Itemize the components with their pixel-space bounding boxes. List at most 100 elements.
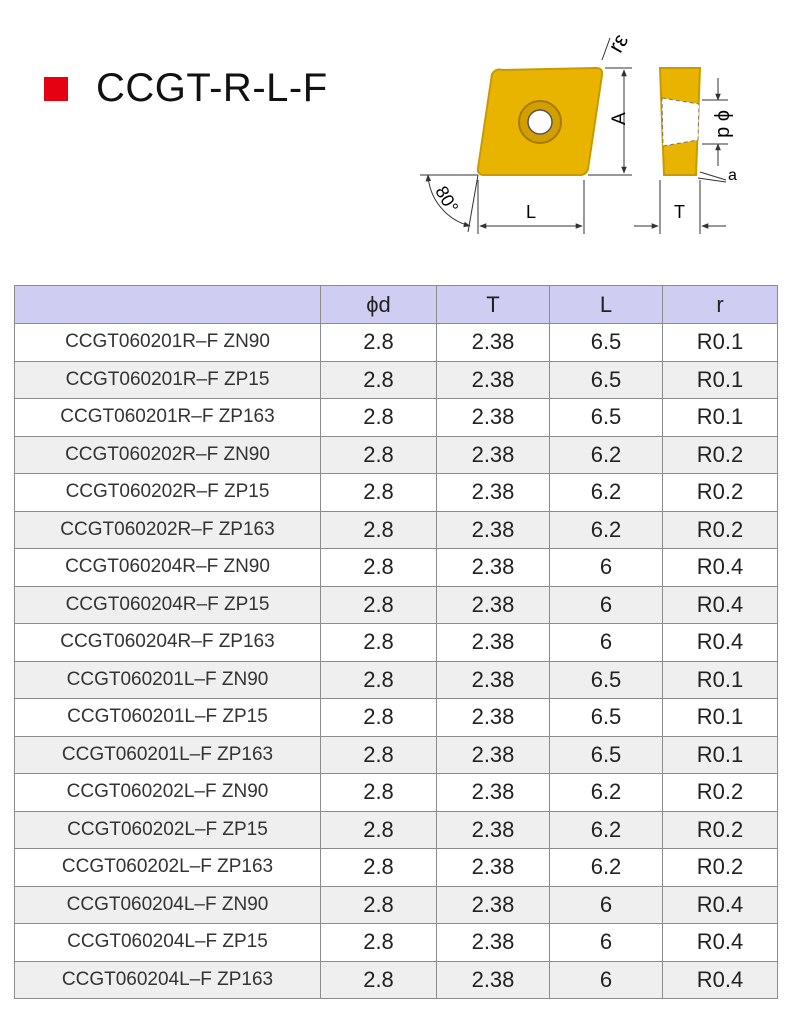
cell-r: R0.2 xyxy=(662,848,778,887)
table-row: CCGT060202R–F ZP163 2.8 2.38 6.2 R0.2 xyxy=(14,510,778,549)
cell-model: CCGT060201R–F ZN90 xyxy=(14,323,321,362)
table-row: CCGT060204R–F ZP15 2.8 2.38 6 R0.4 xyxy=(14,585,778,624)
cell-t: 2.38 xyxy=(436,548,550,587)
cell-phi-d: 2.8 xyxy=(320,510,437,549)
cell-l: 6.5 xyxy=(549,660,663,699)
table-row: CCGT060204R–F ZN90 2.8 2.38 6 R0.4 xyxy=(14,548,778,587)
insert-diagram: rε A 80° L ϕ d a T xyxy=(420,29,737,234)
cell-t: 2.38 xyxy=(436,623,550,662)
cell-l: 6 xyxy=(549,885,663,924)
cell-phi-d: 2.8 xyxy=(320,660,437,699)
table-row: CCGT060202L–F ZP163 2.8 2.38 6.2 R0.2 xyxy=(14,848,778,887)
header-phi-d: ϕd xyxy=(320,285,437,324)
header-t: T xyxy=(436,285,550,324)
cell-t: 2.38 xyxy=(436,735,550,774)
cell-r: R0.4 xyxy=(662,885,778,924)
cell-r: R0.2 xyxy=(662,435,778,474)
cell-r: R0.1 xyxy=(662,660,778,699)
cell-l: 6 xyxy=(549,585,663,624)
table-row: CCGT060202L–F ZN90 2.8 2.38 6.2 R0.2 xyxy=(14,773,778,812)
table-row: CCGT060204L–F ZN90 2.8 2.38 6 R0.4 xyxy=(14,885,778,924)
cell-phi-d: 2.8 xyxy=(320,548,437,587)
header-l: L xyxy=(549,285,663,324)
cell-l: 6.2 xyxy=(549,435,663,474)
cell-t: 2.38 xyxy=(436,473,550,512)
cell-phi-d: 2.8 xyxy=(320,585,437,624)
cell-model: CCGT060204L–F ZN90 xyxy=(14,885,321,924)
cell-r: R0.1 xyxy=(662,735,778,774)
dimension-l-label: L xyxy=(526,202,536,222)
cell-model: CCGT060201L–F ZP163 xyxy=(14,735,321,774)
table-row: CCGT060201R–F ZN90 2.8 2.38 6.5 R0.1 xyxy=(14,323,778,362)
table-body: CCGT060201R–F ZN90 2.8 2.38 6.5 R0.1 CCGT0602… xyxy=(14,323,778,999)
table-row: CCGT060201R–F ZP163 2.8 2.38 6.5 R0.1 xyxy=(14,398,778,437)
table-row: CCGT060201R–F ZP15 2.8 2.38 6.5 R0.1 xyxy=(14,360,778,399)
cell-phi-d: 2.8 xyxy=(320,323,437,362)
cell-phi-d: 2.8 xyxy=(320,435,437,474)
cell-r: R0.2 xyxy=(662,510,778,549)
cell-t: 2.38 xyxy=(436,848,550,887)
cell-l: 6 xyxy=(549,960,663,999)
cell-model: CCGT060201R–F ZP163 xyxy=(14,398,321,437)
cell-model: CCGT060204R–F ZP15 xyxy=(14,585,321,624)
thickness-t-label: T xyxy=(674,202,685,222)
cell-model: CCGT060201R–F ZP15 xyxy=(14,360,321,399)
cell-l: 6 xyxy=(549,623,663,662)
cell-r: R0.4 xyxy=(662,585,778,624)
table-row: CCGT060202R–F ZP15 2.8 2.38 6.2 R0.2 xyxy=(14,473,778,512)
cell-phi-d: 2.8 xyxy=(320,698,437,737)
cell-model: CCGT060202R–F ZP15 xyxy=(14,473,321,512)
cell-l: 6.2 xyxy=(549,473,663,512)
cell-r: R0.2 xyxy=(662,773,778,812)
cell-phi-d: 2.8 xyxy=(320,473,437,512)
cell-t: 2.38 xyxy=(436,585,550,624)
cell-l: 6.2 xyxy=(549,810,663,849)
cell-r: R0.2 xyxy=(662,810,778,849)
cell-model: CCGT060204L–F ZP163 xyxy=(14,960,321,999)
corner-radius-label: rε xyxy=(603,29,633,57)
cell-l: 6.5 xyxy=(549,323,663,362)
cell-l: 6 xyxy=(549,548,663,587)
cell-r: R0.4 xyxy=(662,548,778,587)
cell-model: CCGT060204L–F ZP15 xyxy=(14,923,321,962)
cell-r: R0.1 xyxy=(662,323,778,362)
header-model xyxy=(14,285,321,324)
cell-model: CCGT060202R–F ZP163 xyxy=(14,510,321,549)
cell-t: 2.38 xyxy=(436,323,550,362)
cell-phi-d: 2.8 xyxy=(320,923,437,962)
red-square-marker xyxy=(44,76,68,101)
table-header-row: ϕd T L r xyxy=(14,285,778,324)
cell-model: CCGT060201L–F ZP15 xyxy=(14,698,321,737)
cell-t: 2.38 xyxy=(436,398,550,437)
cell-model: CCGT060202L–F ZP163 xyxy=(14,848,321,887)
cell-phi-d: 2.8 xyxy=(320,960,437,999)
title-block: CCGT-R-L-F xyxy=(44,66,328,111)
cell-phi-d: 2.8 xyxy=(320,623,437,662)
header-r: r xyxy=(662,285,778,324)
table-row: CCGT060202R–F ZN90 2.8 2.38 6.2 R0.2 xyxy=(14,435,778,474)
cell-phi-d: 2.8 xyxy=(320,398,437,437)
table-row: CCGT060204R–F ZP163 2.8 2.38 6 R0.4 xyxy=(14,623,778,662)
table-row: CCGT060202L–F ZP15 2.8 2.38 6.2 R0.2 xyxy=(14,810,778,849)
cell-t: 2.38 xyxy=(436,773,550,812)
table-row: CCGT060201L–F ZP15 2.8 2.38 6.5 R0.1 xyxy=(14,698,778,737)
clearance-a-label: a xyxy=(728,167,737,184)
cell-l: 6.2 xyxy=(549,848,663,887)
cell-phi-d: 2.8 xyxy=(320,360,437,399)
cell-l: 6.5 xyxy=(549,360,663,399)
cell-model: CCGT060204R–F ZP163 xyxy=(14,623,321,662)
table-row: CCGT060201L–F ZN90 2.8 2.38 6.5 R0.1 xyxy=(14,660,778,699)
cell-phi-d: 2.8 xyxy=(320,885,437,924)
cell-r: R0.4 xyxy=(662,923,778,962)
page-title: CCGT-R-L-F xyxy=(96,66,328,110)
cell-t: 2.38 xyxy=(436,510,550,549)
cell-t: 2.38 xyxy=(436,923,550,962)
cell-l: 6.2 xyxy=(549,510,663,549)
cell-phi-d: 2.8 xyxy=(320,810,437,849)
cell-t: 2.38 xyxy=(436,660,550,699)
table-row: CCGT060204L–F ZP163 2.8 2.38 6 R0.4 xyxy=(14,960,778,999)
cell-r: R0.2 xyxy=(662,473,778,512)
cell-t: 2.38 xyxy=(436,360,550,399)
cell-model: CCGT060202R–F ZN90 xyxy=(14,435,321,474)
cell-model: CCGT060202L–F ZN90 xyxy=(14,773,321,812)
